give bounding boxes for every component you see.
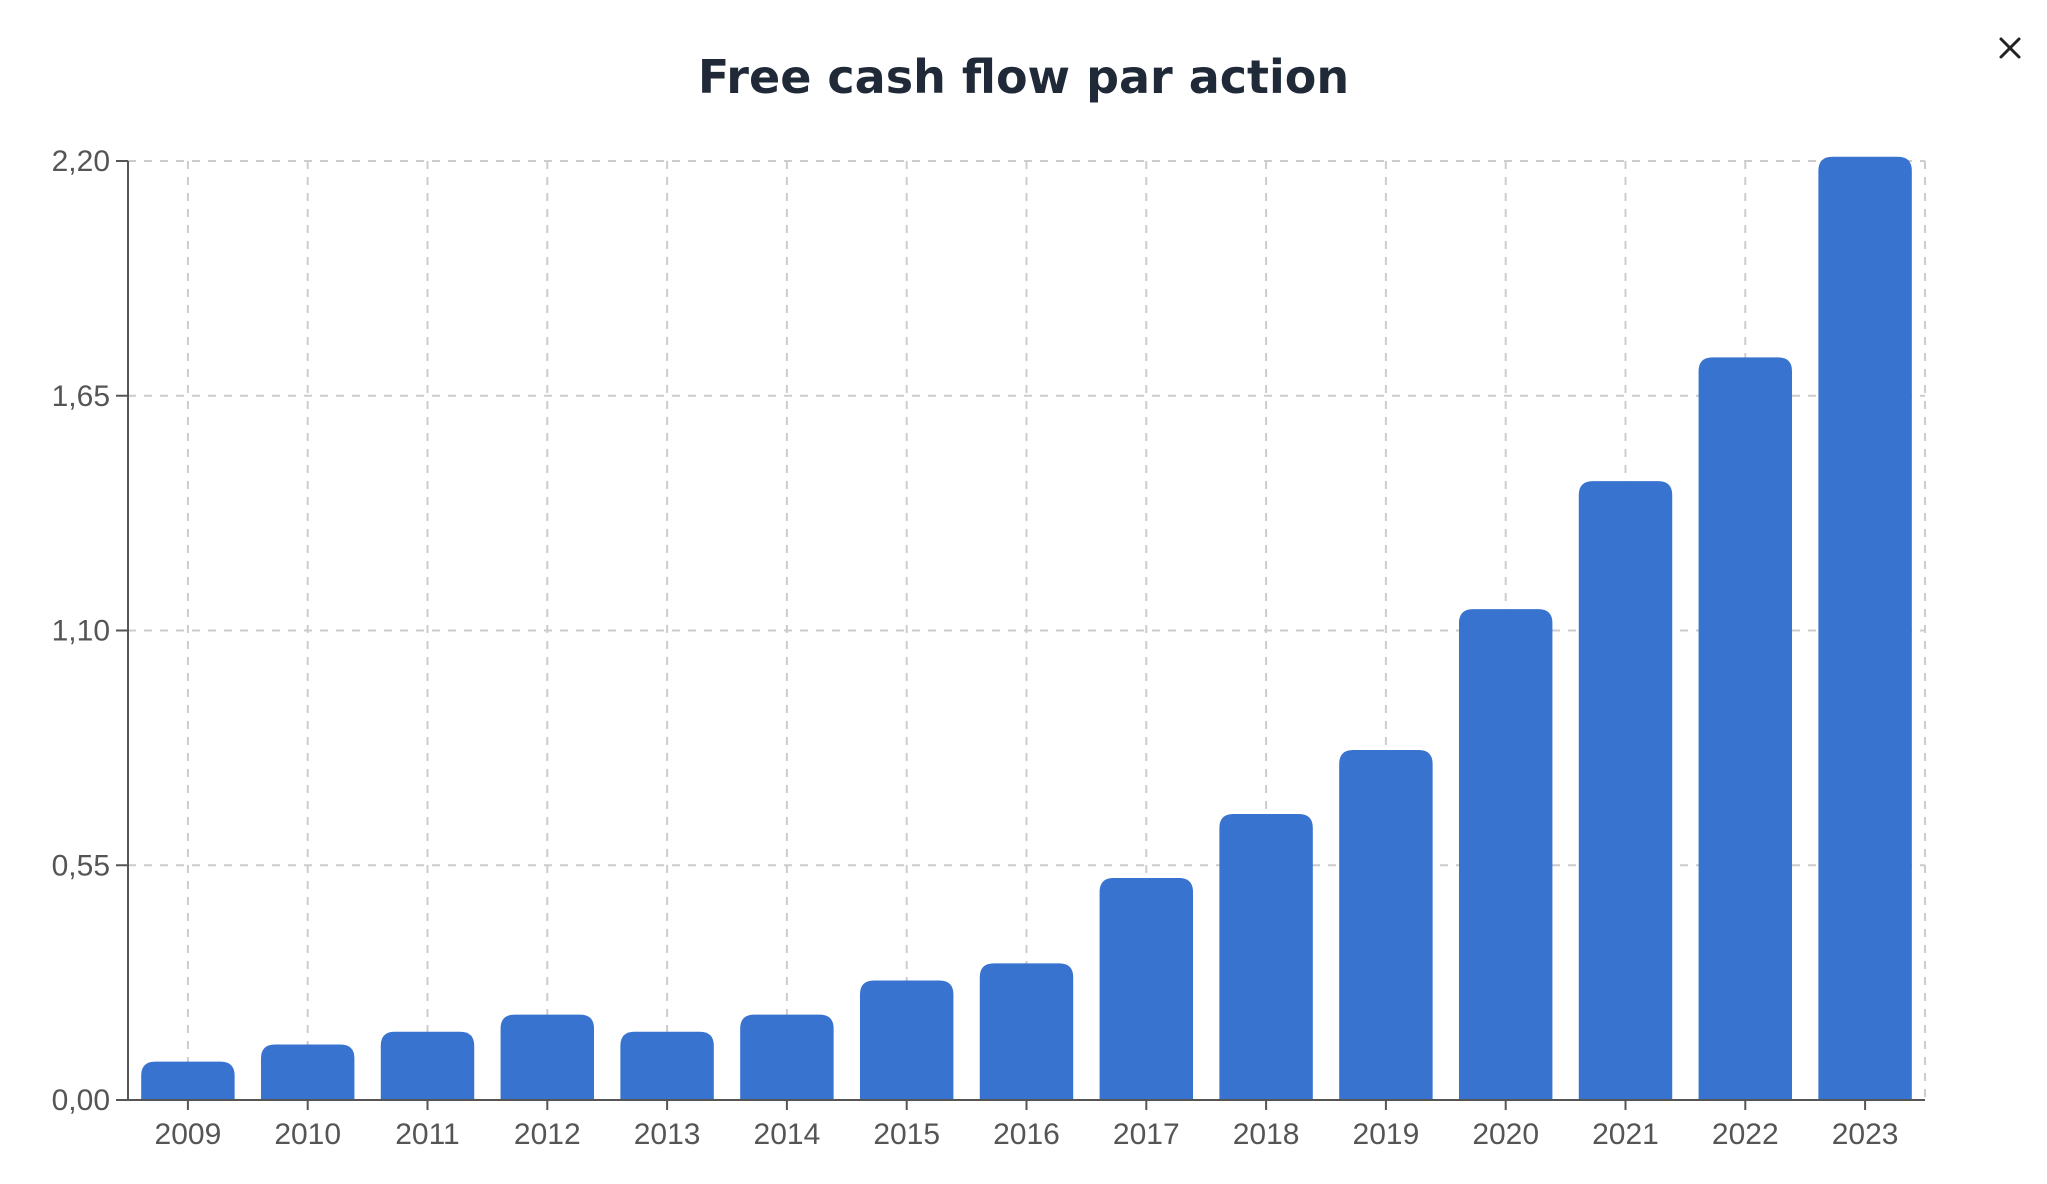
bar-2020[interactable] bbox=[1458, 609, 1553, 1100]
axes bbox=[116, 160, 1925, 1110]
bar-2021[interactable] bbox=[1578, 481, 1673, 1100]
bar-2019[interactable] bbox=[1339, 750, 1433, 1100]
close-icon[interactable] bbox=[1990, 28, 2030, 68]
x-tick-label: 2010 bbox=[274, 1118, 341, 1151]
y-tick-labels: 0,00 0,55 1,10 1,65 2,20 bbox=[52, 145, 110, 1117]
x-tick-label: 2012 bbox=[514, 1118, 581, 1151]
bar-2014[interactable] bbox=[740, 1014, 834, 1100]
bar-2013[interactable] bbox=[620, 1031, 714, 1100]
bar-2023[interactable] bbox=[1818, 156, 1912, 1100]
y-tick-label: 1,65 bbox=[52, 380, 110, 413]
x-tick-label: 2015 bbox=[873, 1118, 940, 1151]
x-tick-label: 2021 bbox=[1592, 1118, 1659, 1151]
bar-2015[interactable] bbox=[859, 980, 954, 1100]
x-tick-label: 2023 bbox=[1832, 1118, 1899, 1151]
chart-title: Free cash flow par action bbox=[697, 50, 1350, 104]
x-tick-label: 2019 bbox=[1353, 1118, 1420, 1151]
x-tick-label: 2016 bbox=[993, 1118, 1060, 1151]
x-tick-label: 2014 bbox=[754, 1118, 821, 1151]
bar-2011[interactable] bbox=[380, 1031, 475, 1100]
x-tick-label: 2020 bbox=[1472, 1118, 1539, 1151]
x-tick-label: 2013 bbox=[634, 1118, 701, 1151]
bar-2016[interactable] bbox=[979, 963, 1074, 1100]
bar-2009[interactable] bbox=[141, 1061, 235, 1100]
x-tick-label: 2011 bbox=[395, 1118, 460, 1151]
x-tick-label: 2022 bbox=[1712, 1118, 1779, 1151]
bar-2017[interactable] bbox=[1099, 878, 1194, 1100]
x-tick-label: 2009 bbox=[155, 1118, 222, 1151]
y-tick-label: 1,10 bbox=[52, 615, 110, 648]
bar-2018[interactable] bbox=[1219, 814, 1313, 1100]
x-tick-label: 2017 bbox=[1113, 1118, 1180, 1151]
x-tick-label: 2018 bbox=[1233, 1118, 1300, 1151]
y-tick-label: 0,00 bbox=[52, 1084, 110, 1117]
x-tick-labels: 2009 2010 2011 2012 2013 2014 2015 2016 2017 2018… bbox=[155, 1118, 1899, 1151]
y-tick-label: 2,20 bbox=[52, 145, 110, 178]
bar-2022[interactable] bbox=[1698, 357, 1793, 1100]
bar-2010[interactable] bbox=[260, 1044, 355, 1100]
bar-2012[interactable] bbox=[500, 1014, 595, 1100]
y-tick-label: 0,55 bbox=[52, 849, 110, 882]
bars bbox=[141, 156, 1912, 1100]
